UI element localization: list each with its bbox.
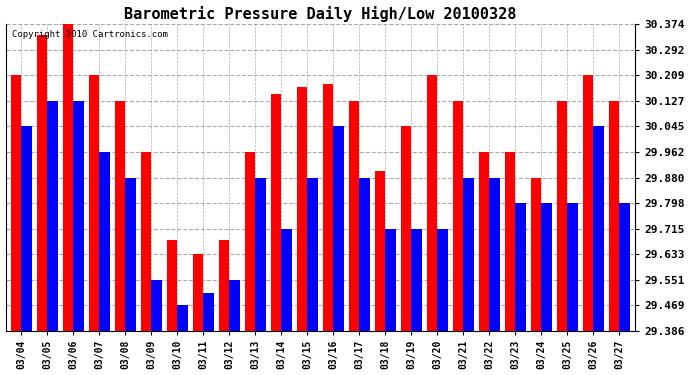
- Bar: [411, 229, 422, 375]
- Bar: [270, 94, 282, 375]
- Bar: [89, 75, 99, 375]
- Bar: [609, 101, 620, 375]
- Bar: [282, 229, 292, 375]
- Bar: [47, 101, 57, 375]
- Bar: [63, 24, 73, 375]
- Bar: [204, 292, 214, 375]
- Bar: [99, 152, 110, 375]
- Bar: [463, 178, 473, 375]
- Bar: [219, 240, 229, 375]
- Bar: [620, 203, 630, 375]
- Bar: [11, 75, 21, 375]
- Title: Barometric Pressure Daily High/Low 20100328: Barometric Pressure Daily High/Low 20100…: [124, 6, 516, 21]
- Bar: [541, 203, 552, 375]
- Bar: [297, 87, 307, 375]
- Bar: [385, 229, 395, 375]
- Bar: [593, 126, 604, 375]
- Bar: [375, 171, 385, 375]
- Bar: [193, 254, 204, 375]
- Bar: [245, 152, 255, 375]
- Bar: [453, 101, 463, 375]
- Bar: [505, 152, 515, 375]
- Bar: [489, 178, 500, 375]
- Bar: [359, 178, 370, 375]
- Bar: [479, 152, 489, 375]
- Bar: [515, 203, 526, 375]
- Bar: [21, 126, 32, 375]
- Bar: [229, 280, 239, 375]
- Bar: [427, 75, 437, 375]
- Bar: [437, 229, 448, 375]
- Bar: [73, 101, 83, 375]
- Bar: [255, 178, 266, 375]
- Bar: [557, 101, 567, 375]
- Bar: [583, 75, 593, 375]
- Bar: [141, 152, 151, 375]
- Bar: [531, 178, 541, 375]
- Bar: [567, 203, 578, 375]
- Bar: [323, 84, 333, 375]
- Bar: [125, 178, 136, 375]
- Bar: [115, 101, 125, 375]
- Bar: [37, 34, 47, 375]
- Bar: [167, 240, 177, 375]
- Bar: [333, 126, 344, 375]
- Bar: [151, 280, 161, 375]
- Bar: [401, 126, 411, 375]
- Text: Copyright 2010 Cartronics.com: Copyright 2010 Cartronics.com: [12, 30, 168, 39]
- Bar: [349, 101, 359, 375]
- Bar: [177, 305, 188, 375]
- Bar: [307, 178, 317, 375]
